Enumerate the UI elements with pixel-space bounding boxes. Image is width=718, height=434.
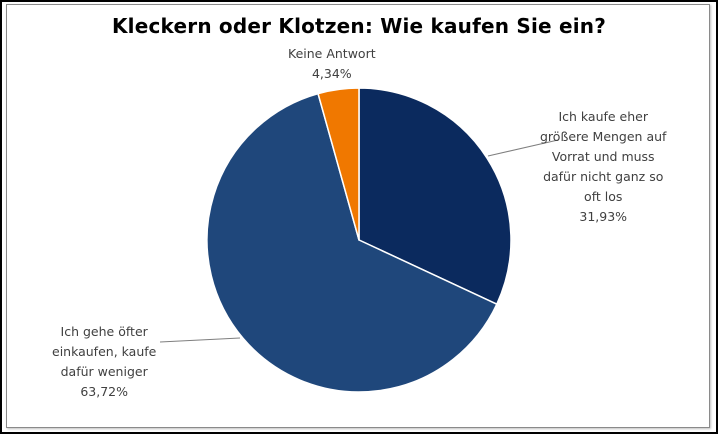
slice-label-vorrat-line-1: Ich kaufe eher xyxy=(558,109,649,124)
slice-label-vorrat-line-4: dafür nicht ganz so xyxy=(543,169,664,184)
chart-title: Kleckern oder Klotzen: Wie kaufen Sie ei… xyxy=(111,14,607,38)
slice-value-vorrat: 31,93% xyxy=(579,209,628,224)
slice-label-vorrat-line-5: oft los xyxy=(584,189,623,204)
slice-label-oefter-line-3: dafür weniger xyxy=(60,364,148,379)
slice-label-oefter-line-1: Ich gehe öfter xyxy=(60,324,148,339)
slice-value-keine-antwort: 4,34% xyxy=(311,66,352,81)
slice-label-oefter-line-2: einkaufen, kaufe xyxy=(52,344,157,359)
pie-slice-oefter xyxy=(206,92,498,393)
slice-label-oefter: Ich gehe öfter einkaufen, kaufe dafür we… xyxy=(52,322,156,402)
slice-label-vorrat: Ich kaufe eher größere Mengen auf Vorrat… xyxy=(540,107,666,227)
chart-area-border xyxy=(6,4,710,428)
slice-label-vorrat-line-2: größere Mengen auf xyxy=(540,129,667,144)
pie-slice-vorrat xyxy=(358,87,512,305)
slice-value-oefter: 63,72% xyxy=(80,384,128,399)
leader-line-vorrat xyxy=(487,139,559,157)
slice-label-vorrat-line-3: Vorrat und muss xyxy=(551,149,655,164)
slice-label-keine-antwort-line-1: Keine Antwort xyxy=(288,46,376,61)
pie-slice-keine-antwort xyxy=(317,87,360,241)
slice-label-keine-antwort: Keine Antwort 4,34% xyxy=(288,44,376,84)
leader-line-oefter xyxy=(159,337,241,343)
